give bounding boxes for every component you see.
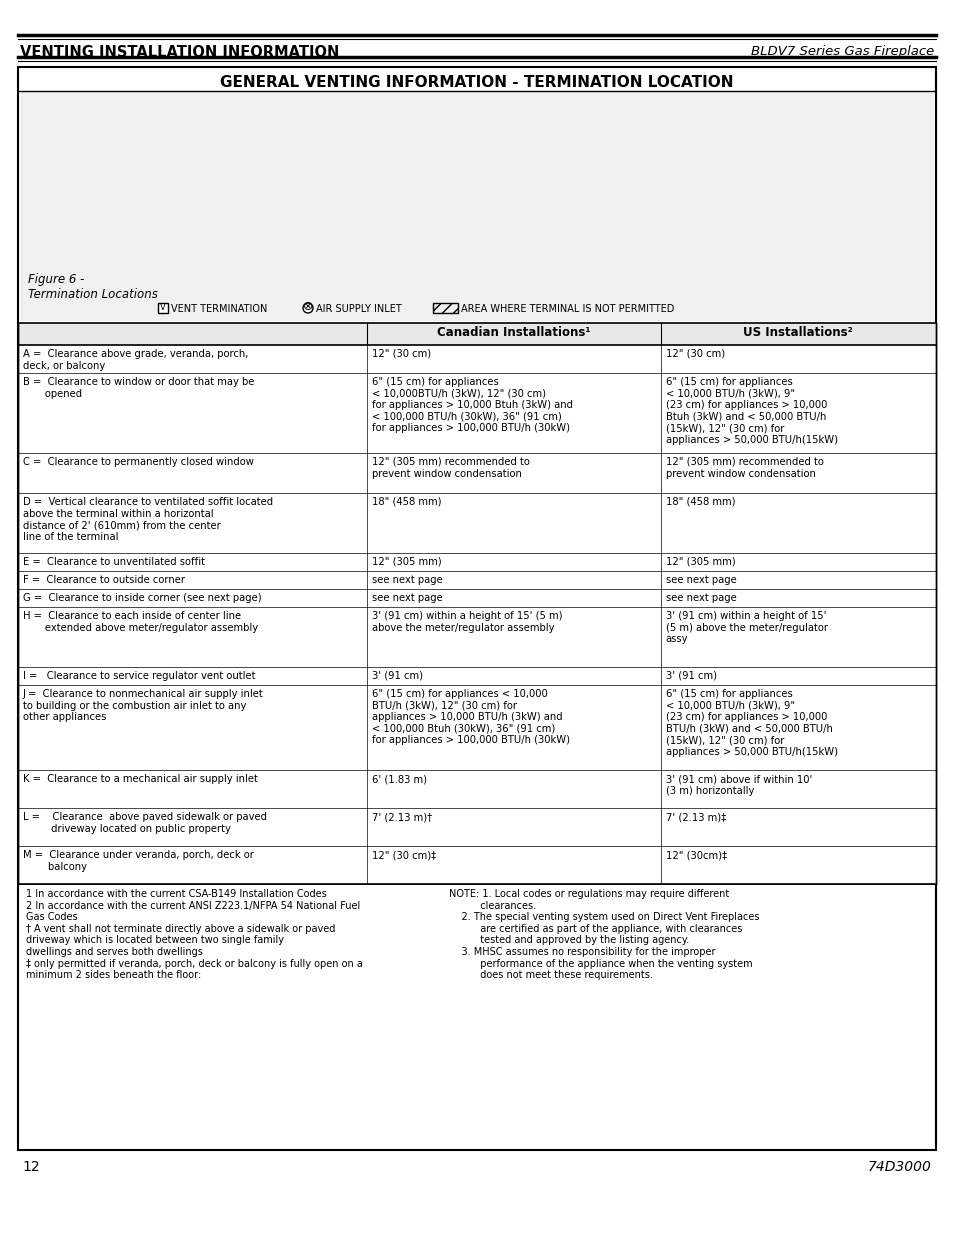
Bar — [18, 373, 935, 453]
Text: G =  Clearance to inside corner (see next page): G = Clearance to inside corner (see next… — [23, 593, 261, 603]
Text: VENT TERMINATION: VENT TERMINATION — [171, 304, 267, 314]
Text: AIR SUPPLY INLET: AIR SUPPLY INLET — [315, 304, 401, 314]
Bar — [433, 303, 457, 312]
Bar — [18, 571, 935, 589]
Text: see next page: see next page — [372, 576, 442, 585]
Text: 6" (15 cm) for appliances
< 10,000 BTU/h (3kW), 9"
(23 cm) for appliances > 10,0: 6" (15 cm) for appliances < 10,000 BTU/h… — [665, 689, 837, 757]
Text: see next page: see next page — [665, 593, 736, 603]
Text: 6' (1.83 m): 6' (1.83 m) — [372, 774, 426, 784]
Text: 12" (305 mm): 12" (305 mm) — [665, 557, 735, 567]
Bar — [18, 589, 935, 606]
Bar — [18, 493, 935, 553]
Text: 3' (91 cm) above if within 10'
(3 m) horizontally: 3' (91 cm) above if within 10' (3 m) hor… — [665, 774, 811, 795]
Text: 12" (30 cm): 12" (30 cm) — [665, 350, 724, 359]
Bar — [18, 769, 935, 808]
Text: see next page: see next page — [372, 593, 442, 603]
Text: F =  Clearance to outside corner: F = Clearance to outside corner — [23, 576, 185, 585]
Bar — [158, 303, 168, 312]
Text: 3' (91 cm) within a height of 15'
(5 m) above the meter/regulator
assy: 3' (91 cm) within a height of 15' (5 m) … — [665, 611, 827, 645]
Text: 6" (15 cm) for appliances < 10,000
BTU/h (3kW), 12" (30 cm) for
appliances > 10,: 6" (15 cm) for appliances < 10,000 BTU/h… — [372, 689, 569, 746]
Text: H =  Clearance to each inside of center line
       extended above meter/regulat: H = Clearance to each inside of center l… — [23, 611, 258, 632]
Text: ⊗: ⊗ — [302, 300, 313, 314]
Text: Figure 6 -
Termination Locations: Figure 6 - Termination Locations — [28, 273, 157, 301]
Text: US Installations²: US Installations² — [742, 326, 852, 338]
Bar — [18, 553, 935, 571]
Bar — [367, 324, 659, 345]
Bar — [20, 91, 933, 321]
Text: C =  Clearance to permanently closed window: C = Clearance to permanently closed wind… — [23, 457, 253, 467]
Bar — [659, 324, 935, 345]
Text: D =  Vertical clearance to ventilated soffit located
above the terminal within a: D = Vertical clearance to ventilated sof… — [23, 496, 273, 542]
Bar — [18, 345, 935, 373]
Bar — [18, 67, 935, 1150]
Text: 12" (30cm)‡: 12" (30cm)‡ — [665, 850, 726, 860]
Text: I =   Clearance to service regulator vent outlet: I = Clearance to service regulator vent … — [23, 671, 255, 680]
Text: 12" (305 mm) recommended to
prevent window condensation: 12" (305 mm) recommended to prevent wind… — [372, 457, 529, 479]
Text: 6" (15 cm) for appliances
< 10,000BTU/h (3kW), 12" (30 cm)
for appliances > 10,0: 6" (15 cm) for appliances < 10,000BTU/h … — [372, 377, 572, 433]
Bar — [18, 808, 935, 846]
Circle shape — [303, 303, 313, 312]
Bar — [18, 324, 367, 345]
Bar — [18, 846, 935, 884]
Text: VENTING INSTALLATION INFORMATION: VENTING INSTALLATION INFORMATION — [20, 44, 339, 61]
Text: K =  Clearance to a mechanical air supply inlet: K = Clearance to a mechanical air supply… — [23, 774, 257, 784]
Text: 18" (458 mm): 18" (458 mm) — [665, 496, 735, 508]
Text: 1 In accordance with the current CSA-B149 Installation Codes
2 In accordance wit: 1 In accordance with the current CSA-B14… — [26, 889, 362, 981]
Text: 74D3000: 74D3000 — [867, 1160, 931, 1174]
Text: GENERAL VENTING INFORMATION - TERMINATION LOCATION: GENERAL VENTING INFORMATION - TERMINATIO… — [220, 75, 733, 90]
Text: B =  Clearance to window or door that may be
       opened: B = Clearance to window or door that may… — [23, 377, 254, 399]
Bar — [18, 667, 935, 685]
Text: 12" (30 cm)‡: 12" (30 cm)‡ — [372, 850, 436, 860]
Text: 12" (30 cm): 12" (30 cm) — [372, 350, 431, 359]
Bar — [18, 606, 935, 667]
Text: A =  Clearance above grade, veranda, porch,
deck, or balcony: A = Clearance above grade, veranda, porc… — [23, 350, 248, 370]
Text: AREA WHERE TERMINAL IS NOT PERMITTED: AREA WHERE TERMINAL IS NOT PERMITTED — [460, 304, 674, 314]
Text: Canadian Installations¹: Canadian Installations¹ — [436, 326, 590, 338]
Text: 7' (2.13 m)†: 7' (2.13 m)† — [372, 811, 432, 823]
Text: 12: 12 — [22, 1160, 40, 1174]
Text: M =  Clearance under veranda, porch, deck or
        balcony: M = Clearance under veranda, porch, deck… — [23, 850, 253, 872]
Text: J =  Clearance to nonmechanical air supply inlet
to building or the combustion a: J = Clearance to nonmechanical air suppl… — [23, 689, 263, 722]
Text: 3' (91 cm) within a height of 15' (5 m)
above the meter/regulator assembly: 3' (91 cm) within a height of 15' (5 m) … — [372, 611, 561, 632]
Text: NOTE: 1. Local codes or regulations may require different
          clearances.
: NOTE: 1. Local codes or regulations may … — [449, 889, 760, 981]
Text: V: V — [160, 303, 166, 311]
Text: 12" (305 mm): 12" (305 mm) — [372, 557, 441, 567]
Text: BLDV7 Series Gas Fireplace: BLDV7 Series Gas Fireplace — [750, 44, 933, 58]
Text: 3' (91 cm): 3' (91 cm) — [665, 671, 716, 680]
Text: E =  Clearance to unventilated soffit: E = Clearance to unventilated soffit — [23, 557, 205, 567]
Bar — [18, 453, 935, 493]
Text: 18" (458 mm): 18" (458 mm) — [372, 496, 441, 508]
Bar — [18, 685, 935, 769]
Text: see next page: see next page — [665, 576, 736, 585]
Text: L =    Clearance  above paved sidewalk or paved
         driveway located on pub: L = Clearance above paved sidewalk or pa… — [23, 811, 267, 834]
Text: 3' (91 cm): 3' (91 cm) — [372, 671, 422, 680]
Text: 6" (15 cm) for appliances
< 10,000 BTU/h (3kW), 9"
(23 cm) for appliances > 10,0: 6" (15 cm) for appliances < 10,000 BTU/h… — [665, 377, 837, 445]
Text: 7' (2.13 m)‡: 7' (2.13 m)‡ — [665, 811, 725, 823]
Text: 12" (305 mm) recommended to
prevent window condensation: 12" (305 mm) recommended to prevent wind… — [665, 457, 822, 479]
